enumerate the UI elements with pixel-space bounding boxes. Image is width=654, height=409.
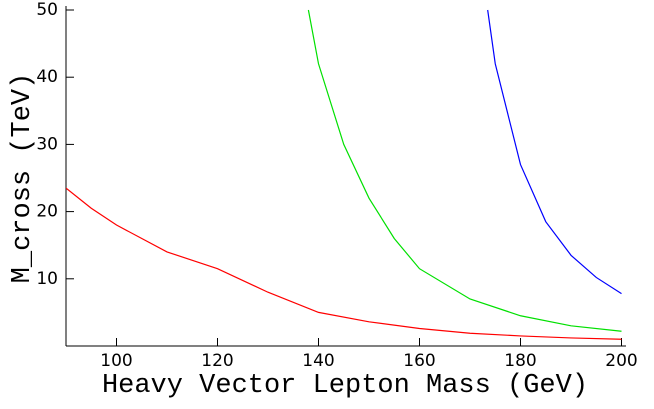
x-tick-label: 200: [605, 351, 637, 371]
line-series: [487, 9, 622, 295]
line-series: [66, 187, 622, 340]
y-tick-label: 30: [36, 134, 58, 154]
x-tick-label: 120: [201, 351, 233, 371]
x-axis-label: Heavy Vector Lepton Mass (GeV): [102, 371, 588, 401]
line-series: [307, 9, 622, 332]
y-tick-label: 40: [36, 67, 58, 87]
x-tick-label: 140: [302, 351, 334, 371]
x-tick-label: 180: [504, 351, 536, 371]
x-tick-label: 100: [100, 351, 132, 371]
y-tick-label: 20: [36, 202, 58, 222]
y-axis-label: M_cross (TeV): [8, 73, 38, 284]
y-tick-label: 50: [36, 0, 58, 20]
x-tick-label: 160: [403, 351, 435, 371]
y-tick-label: 10: [36, 269, 58, 289]
